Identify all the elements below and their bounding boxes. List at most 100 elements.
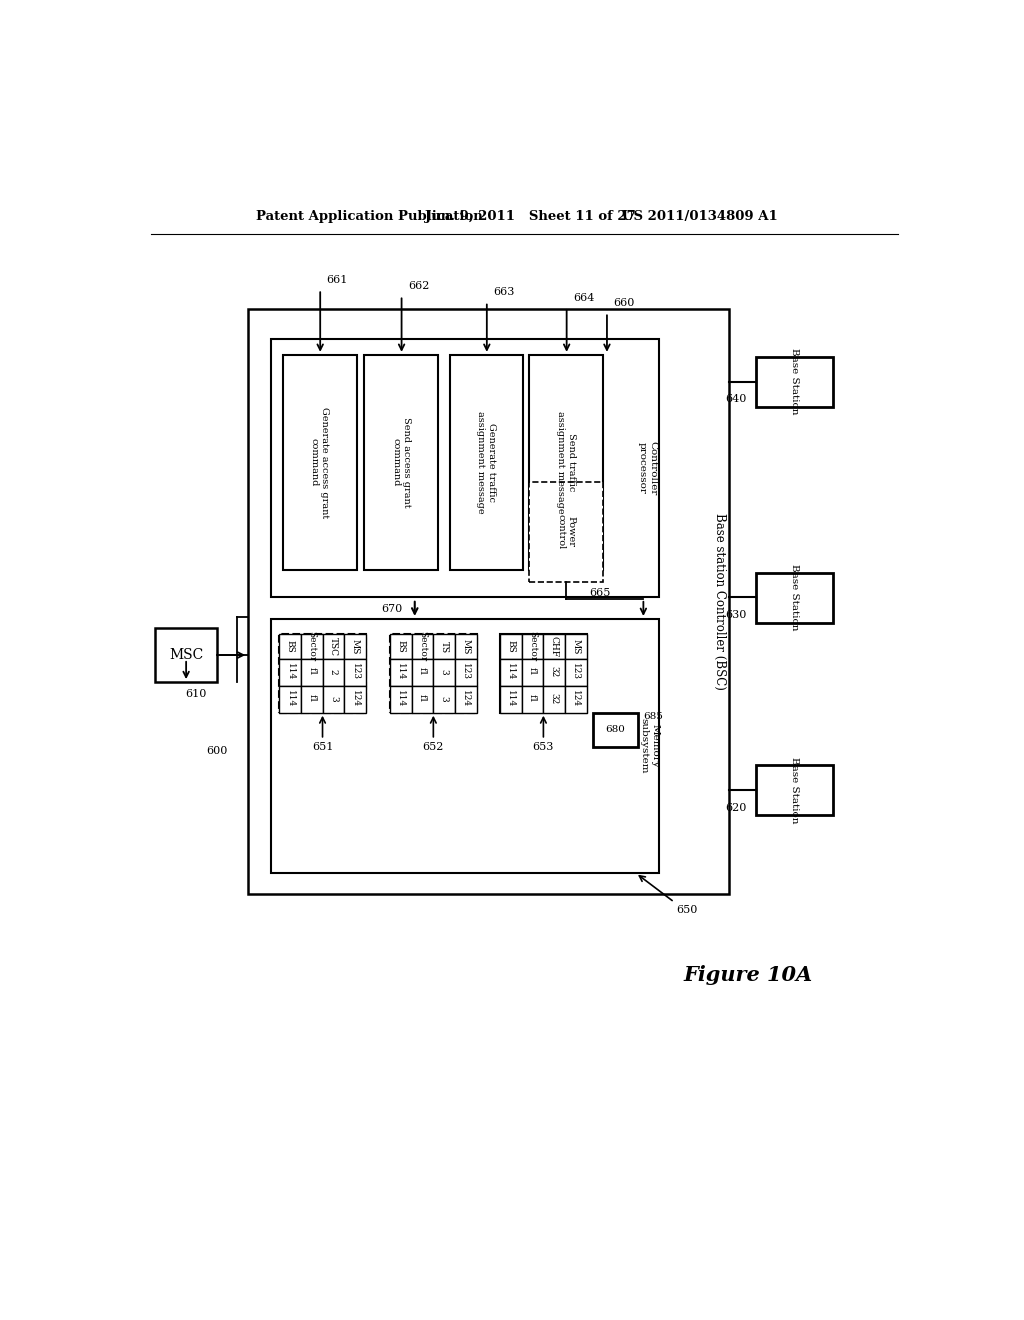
- Text: 114: 114: [506, 664, 515, 681]
- Bar: [412, 686, 433, 713]
- Bar: [155, 628, 217, 682]
- Text: 123: 123: [350, 664, 359, 681]
- Text: 651: 651: [312, 742, 333, 752]
- Text: MS: MS: [571, 639, 581, 655]
- Bar: [565, 635, 587, 659]
- Text: 661: 661: [327, 275, 348, 285]
- Text: Figure 10A: Figure 10A: [683, 965, 813, 985]
- Text: f1: f1: [528, 668, 537, 676]
- Text: 3: 3: [439, 696, 449, 702]
- Bar: [390, 635, 477, 713]
- Text: 114: 114: [506, 690, 515, 708]
- Bar: [301, 686, 323, 713]
- Text: 600: 600: [207, 746, 227, 756]
- Text: 653: 653: [532, 742, 554, 752]
- Bar: [323, 659, 344, 686]
- Text: 650: 650: [676, 906, 697, 915]
- Bar: [544, 659, 565, 686]
- Text: 3: 3: [329, 696, 338, 702]
- Bar: [521, 686, 544, 713]
- Bar: [390, 659, 412, 686]
- Text: Base Station: Base Station: [790, 756, 799, 824]
- Bar: [323, 635, 344, 659]
- Bar: [529, 482, 603, 582]
- Text: 652: 652: [423, 742, 444, 752]
- Bar: [500, 635, 587, 713]
- Bar: [412, 659, 433, 686]
- Bar: [280, 659, 301, 686]
- Bar: [500, 686, 521, 713]
- Text: 630: 630: [725, 610, 746, 620]
- Text: TS: TS: [439, 640, 449, 652]
- Bar: [433, 659, 455, 686]
- Bar: [544, 686, 565, 713]
- Text: US 2011/0134809 A1: US 2011/0134809 A1: [623, 210, 778, 223]
- Text: 3: 3: [439, 669, 449, 675]
- Text: 663: 663: [493, 288, 514, 297]
- Text: Memory
subsystem: Memory subsystem: [640, 718, 659, 774]
- Bar: [756, 766, 834, 816]
- Text: 620: 620: [725, 803, 746, 813]
- Text: TSC: TSC: [329, 638, 338, 656]
- Bar: [412, 635, 433, 659]
- Text: 114: 114: [396, 664, 406, 681]
- Text: 32: 32: [550, 693, 559, 705]
- Bar: [271, 339, 658, 598]
- Bar: [521, 635, 544, 659]
- Text: 670: 670: [381, 603, 402, 614]
- Bar: [756, 573, 834, 623]
- Text: MS: MS: [350, 639, 359, 655]
- Text: 685: 685: [643, 713, 664, 721]
- Text: 660: 660: [613, 298, 635, 308]
- Text: Patent Application Publication: Patent Application Publication: [256, 210, 482, 223]
- Text: Sector: Sector: [307, 631, 316, 661]
- Text: CHF: CHF: [550, 636, 559, 657]
- Bar: [301, 659, 323, 686]
- Text: BS: BS: [396, 640, 406, 653]
- Bar: [301, 635, 323, 659]
- Bar: [500, 659, 521, 686]
- Text: BS: BS: [506, 640, 515, 653]
- Text: Jun. 9, 2011   Sheet 11 of 27: Jun. 9, 2011 Sheet 11 of 27: [425, 210, 636, 223]
- Text: Send traffic
assignment message: Send traffic assignment message: [556, 412, 575, 513]
- Text: 114: 114: [286, 690, 295, 708]
- Bar: [450, 355, 523, 570]
- Bar: [433, 635, 455, 659]
- Bar: [365, 355, 438, 570]
- Text: 610: 610: [185, 689, 207, 698]
- Text: Base Station: Base Station: [790, 348, 799, 414]
- Text: 32: 32: [550, 667, 559, 677]
- Bar: [455, 635, 477, 659]
- Text: 123: 123: [462, 664, 470, 681]
- Bar: [529, 355, 603, 570]
- Text: Power
control: Power control: [556, 515, 575, 549]
- Text: 124: 124: [571, 690, 581, 708]
- Text: 114: 114: [286, 664, 295, 681]
- Bar: [344, 686, 366, 713]
- Text: f1: f1: [418, 694, 427, 704]
- Text: f1: f1: [418, 668, 427, 676]
- Text: Base station Controller (BSC): Base station Controller (BSC): [713, 512, 726, 689]
- Bar: [280, 686, 301, 713]
- Bar: [344, 635, 366, 659]
- Text: 680: 680: [605, 725, 626, 734]
- Text: 664: 664: [572, 293, 594, 302]
- Bar: [455, 659, 477, 686]
- Text: Sector: Sector: [418, 631, 427, 661]
- Bar: [248, 309, 729, 894]
- Bar: [756, 358, 834, 407]
- Bar: [390, 686, 412, 713]
- Bar: [280, 635, 366, 713]
- Text: Generate access grant
command: Generate access grant command: [309, 407, 329, 519]
- Text: 123: 123: [571, 664, 581, 681]
- Bar: [323, 686, 344, 713]
- Text: MS: MS: [462, 639, 470, 655]
- Text: f1: f1: [528, 694, 537, 704]
- Bar: [544, 635, 565, 659]
- Text: BS: BS: [286, 640, 295, 653]
- Text: 640: 640: [725, 395, 746, 404]
- Text: Generate traffic
assignment message: Generate traffic assignment message: [476, 412, 496, 513]
- Bar: [521, 659, 544, 686]
- Bar: [390, 635, 412, 659]
- Text: f1: f1: [307, 694, 316, 704]
